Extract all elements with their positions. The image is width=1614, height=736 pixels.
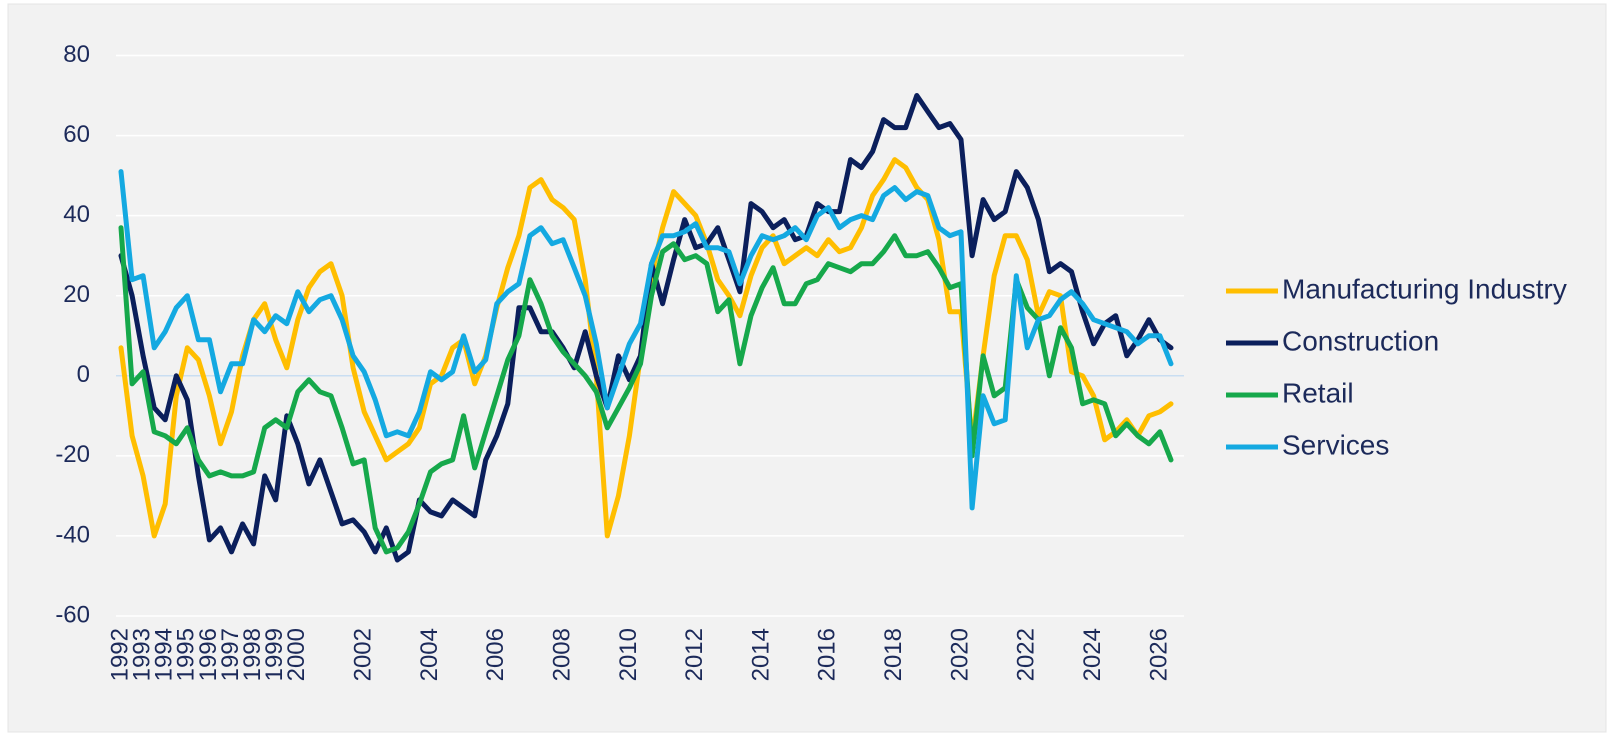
x-tick-label: 1997 [217,628,244,681]
x-tick-label: 1995 [173,628,200,681]
x-tick-label: 2008 [548,628,575,681]
x-tick-label: 2018 [880,628,907,681]
legend-label: Retail [1282,377,1354,408]
y-tick-label: -40 [55,521,90,548]
x-tick-label: 2004 [416,628,443,681]
x-tick-label: 2000 [283,628,310,681]
x-tick-label: 2006 [482,628,509,681]
x-tick-label: 2020 [946,628,973,681]
legend-label: Services [1282,429,1389,460]
x-tick-label: 2002 [350,628,377,681]
x-tick-label: 1996 [195,628,222,681]
chart-background [7,3,1607,733]
x-tick-label: 2010 [615,628,642,681]
y-tick-label: 80 [63,41,90,68]
x-tick-label: 2022 [1013,628,1040,681]
series-line [118,169,1174,511]
x-tick-label: 2016 [814,628,841,681]
legend-label: Construction [1282,325,1439,356]
x-tick-label: 1994 [151,628,178,681]
series-line [118,93,1174,563]
y-tick-label: 0 [77,361,90,388]
series-line [118,225,1174,555]
x-tick-label: 1993 [128,628,155,681]
x-tick-label: 2012 [681,628,708,681]
x-tick-label: 1998 [239,628,266,681]
y-tick-label: -60 [55,601,90,628]
y-tick-label: -20 [55,441,90,468]
y-tick-label: 40 [63,201,90,228]
y-tick-label: 60 [63,121,90,148]
x-tick-label: 1992 [106,628,133,681]
x-tick-label: 1999 [261,628,288,681]
legend-label: Manufacturing Industry [1282,273,1567,304]
x-tick-label: 2026 [1145,628,1172,681]
y-tick-label: 20 [63,281,90,308]
x-tick-label: 2014 [747,628,774,681]
x-tick-label: 2024 [1079,628,1106,681]
